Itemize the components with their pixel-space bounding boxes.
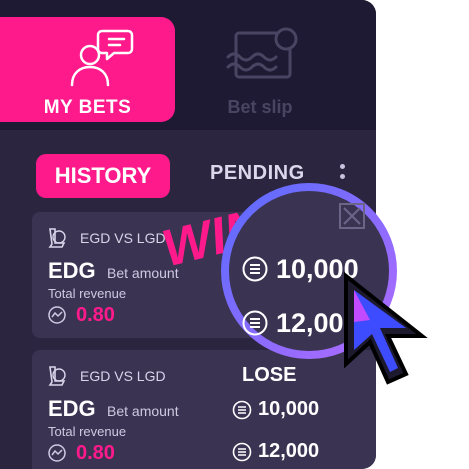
odds-trend-icon [48,306,66,324]
history-tab[interactable]: HISTORY [36,154,170,198]
bet-amount-value: 10,000 [258,398,320,420]
match-title: EGD VS LGD [80,368,166,384]
league-of-legends-icon [48,366,66,386]
total-revenue-label: Total revenue [48,286,127,301]
bet-amount-label: Bet amount [107,265,179,281]
tab-my-bets[interactable]: MY BETS [0,17,175,122]
result-badge: LOSE [242,364,297,386]
total-revenue-label: Total revenue [48,424,127,439]
coin-icon [242,256,268,282]
league-of-legends-icon [48,228,66,248]
bet-card[interactable]: EGD VS LGD LOSE EDG Bet amount 10,000 To… [32,350,376,469]
revenue-value: 12,000 [258,440,320,462]
user-chat-icon [70,29,134,87]
bet-amount-label: Bet amount [107,403,179,419]
more-dot-icon[interactable] [340,164,345,169]
coin-icon [232,400,252,420]
tab-bet-slip-label: Bet slip [227,97,293,117]
bet-slip-icon [226,27,298,79]
pending-tab[interactable]: PENDING [210,162,305,184]
match-title: EGD VS LGD [80,230,166,246]
odds-value: 0.80 [76,442,115,464]
tab-bet-slip[interactable]: Bet slip [200,17,320,122]
more-dot-icon[interactable] [340,174,345,179]
coin-icon [242,310,268,336]
tab-my-bets-label: MY BETS [43,97,132,118]
coin-icon [232,442,252,462]
pointer-cursor-icon [344,272,428,385]
team-name: EDG [48,258,96,283]
odds-value: 0.80 [76,304,115,326]
odds-trend-icon [48,444,66,462]
team-name: EDG [48,396,96,421]
